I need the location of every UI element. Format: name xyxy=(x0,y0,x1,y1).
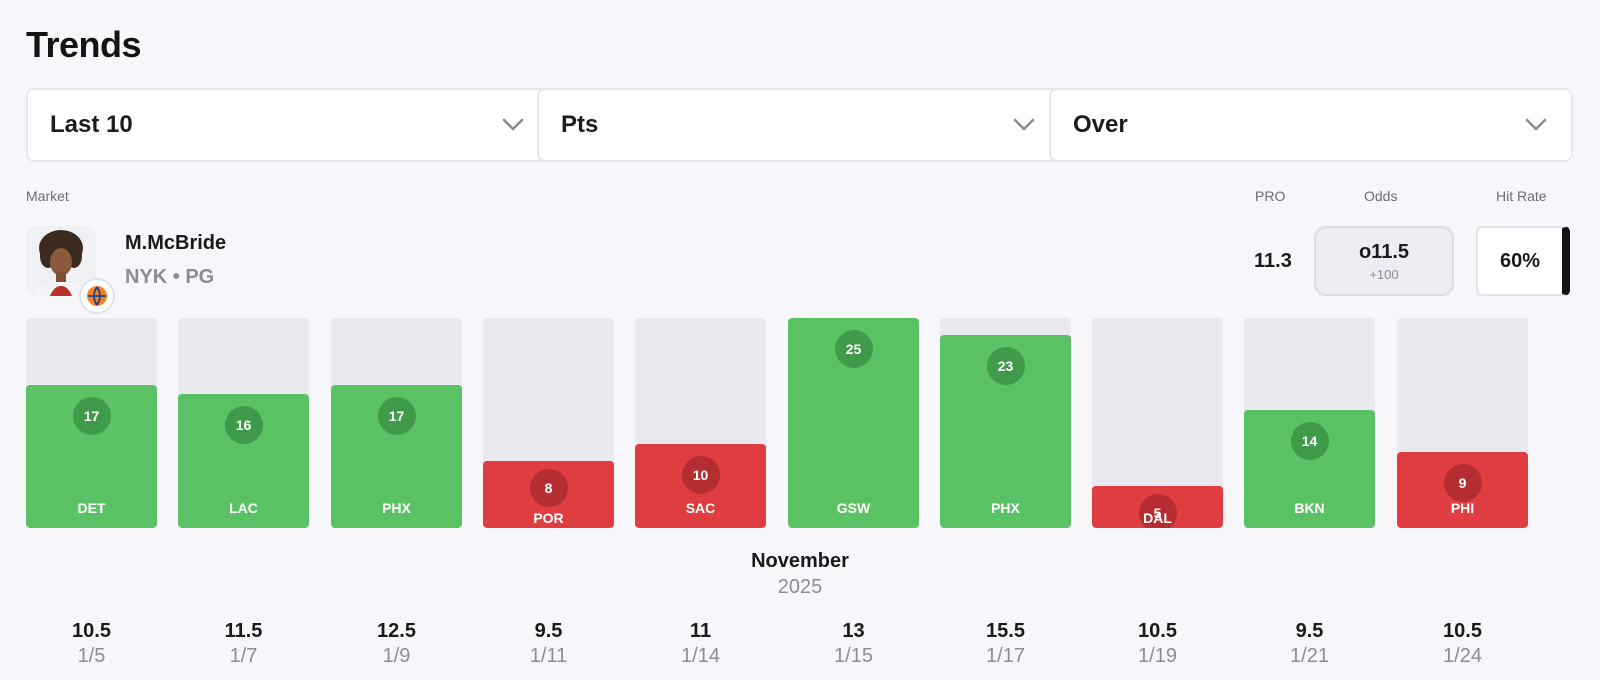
range-dropdown[interactable]: Last 10 xyxy=(26,88,550,162)
game-bar[interactable]: 10 SAC xyxy=(635,318,766,528)
odds-line: o11.5 xyxy=(1358,240,1410,263)
game-bar[interactable]: 14 BKN xyxy=(1244,318,1375,528)
axis-tick: 15.5 1/17 xyxy=(940,620,1071,668)
game-bar[interactable]: 25 GSW xyxy=(788,318,919,528)
game-date-label: 1/14 xyxy=(681,645,720,667)
odds-label: Odds xyxy=(1364,188,1398,204)
game-date-label: 1/19 xyxy=(1138,645,1177,667)
bar-team-label: BKN xyxy=(1294,500,1325,516)
range-dropdown-value: Last 10 xyxy=(50,111,133,138)
player-avatar xyxy=(26,226,96,296)
chevron-down-icon xyxy=(1011,112,1037,138)
game-line-label: 9.5 xyxy=(534,620,563,642)
game-line-label: 10.5 xyxy=(1138,620,1177,642)
game-line-label: 12.5 xyxy=(377,620,416,642)
pro-projection-value: 11.3 xyxy=(1254,250,1292,272)
chevron-down-icon xyxy=(1523,112,1549,138)
stat-dropdown[interactable]: Pts xyxy=(537,88,1061,162)
side-dropdown[interactable]: Over xyxy=(1049,88,1573,162)
game-line-label: 15.5 xyxy=(986,620,1025,642)
bar-team-label: GSW xyxy=(836,500,871,516)
axis-tick: 13 1/15 xyxy=(788,620,919,668)
bar-team-label: DET xyxy=(77,500,106,516)
axis-tick: 10.5 1/19 xyxy=(1092,620,1223,668)
hit-rate-label: Hit Rate xyxy=(1496,188,1547,204)
game-date-label: 1/7 xyxy=(229,645,258,667)
game-line-label: 10.5 xyxy=(1443,620,1482,642)
bar-value-label: 14 xyxy=(1290,422,1329,460)
game-bar[interactable]: 16 LAC xyxy=(178,318,309,528)
game-line-label: 11 xyxy=(689,620,712,642)
bar-value-label: 8 xyxy=(529,469,568,507)
axis-tick: 11.5 1/7 xyxy=(178,620,309,668)
axis-tick: 10.5 1/24 xyxy=(1397,620,1528,668)
game-line-label: 13 xyxy=(842,620,865,642)
game-line-label: 11.5 xyxy=(224,620,263,642)
bar-value-label: 25 xyxy=(834,330,873,368)
bar-value-label: 10 xyxy=(681,456,720,494)
axis-tick: 12.5 1/9 xyxy=(331,620,462,668)
bar-value-label: 23 xyxy=(986,347,1025,385)
axis-tick: 9.5 1/21 xyxy=(1244,620,1375,668)
timeline-year: 2025 xyxy=(777,576,823,598)
bar-team-label: POR xyxy=(533,510,564,526)
player-photo-icon xyxy=(26,226,96,296)
game-bar[interactable]: 5 DAL xyxy=(1092,318,1223,528)
side-dropdown-value: Over xyxy=(1073,111,1128,138)
game-bar[interactable]: 8 POR xyxy=(483,318,614,528)
stat-dropdown-value: Pts xyxy=(561,111,599,138)
chevron-down-icon xyxy=(500,112,526,138)
game-bar[interactable]: 23 PHX xyxy=(940,318,1071,528)
bar-value-label: 17 xyxy=(377,397,416,435)
market-label: Market xyxy=(26,188,69,204)
odds-price: +100 xyxy=(1369,266,1399,282)
game-date-label: 1/15 xyxy=(834,645,873,667)
game-line-label: 10.5 xyxy=(72,620,111,642)
odds-button[interactable]: o11.5 +100 xyxy=(1314,226,1454,296)
game-bar[interactable]: 17 PHX xyxy=(331,318,462,528)
game-line-label: 9.5 xyxy=(1295,620,1324,642)
game-date-label: 1/5 xyxy=(77,645,106,667)
pro-label: PRO xyxy=(1255,188,1286,204)
bar-value-label: 9 xyxy=(1443,464,1482,502)
game-date-label: 1/17 xyxy=(986,645,1025,667)
team-logo-icon xyxy=(79,278,115,314)
game-bar[interactable]: 9 PHI xyxy=(1397,318,1528,528)
axis-tick: 9.5 1/11 xyxy=(483,620,614,668)
page-title: Trends xyxy=(26,24,142,65)
game-date-label: 1/9 xyxy=(382,645,411,667)
hit-rate-value: 60% xyxy=(1476,226,1570,296)
bar-value-label: 17 xyxy=(72,397,111,435)
bar-team-label: PHI xyxy=(1450,500,1475,516)
bar-team-label: SAC xyxy=(685,500,716,516)
game-date-label: 1/11 xyxy=(529,645,568,667)
player-team-position: NYK • PG xyxy=(125,266,215,288)
bar-value-label: 5 xyxy=(1138,494,1177,528)
bar-team-label: DAL xyxy=(1143,510,1172,526)
bar-team-label: PHX xyxy=(991,500,1020,516)
bar-team-label: PHX xyxy=(382,500,411,516)
timeline-month: November xyxy=(751,550,849,572)
axis-tick: 10.5 1/5 xyxy=(26,620,157,668)
game-date-label: 1/24 xyxy=(1443,645,1482,667)
game-date-label: 1/21 xyxy=(1290,645,1329,667)
bar-value-label: 16 xyxy=(224,406,263,444)
axis-tick: 11 1/14 xyxy=(635,620,766,668)
player-name: M.McBride xyxy=(125,232,227,254)
bar-team-label: LAC xyxy=(229,500,258,516)
game-bar[interactable]: 17 DET xyxy=(26,318,157,528)
